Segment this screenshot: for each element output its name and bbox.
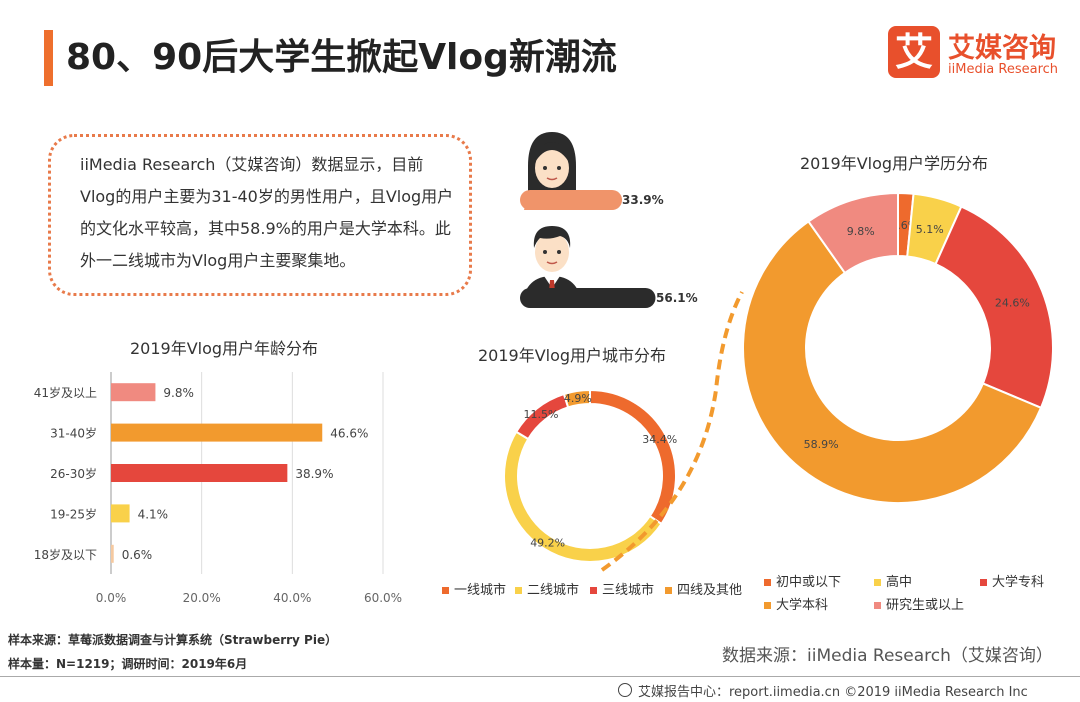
age-value-label: 46.6% [330, 427, 368, 441]
sample-source-note: 样本来源：草莓派数据调查与计算系统（Strawberry Pie） [8, 633, 338, 647]
age-bar [111, 504, 130, 523]
education-legend-item: 高中 [874, 571, 912, 590]
education-legend-item: 研究生或以上 [874, 594, 964, 613]
age-x-tick-label: 0.0% [96, 591, 127, 605]
city-legend-swatch [590, 587, 597, 594]
age-bar [111, 383, 156, 402]
gender-figures: 33.9% 56.1% [520, 132, 698, 308]
age-category-label: 18岁及以下 [34, 547, 97, 562]
city-slice [562, 388, 591, 409]
age-value-label: 0.6% [122, 548, 153, 562]
female-share-bar [520, 190, 623, 210]
education-legend-item: 大学本科 [764, 594, 828, 613]
education-value-label: 9.8% [847, 225, 875, 238]
education-legend-label: 研究生或以上 [886, 598, 965, 613]
education-legend-swatch [980, 579, 987, 586]
age-x-tick-label: 20.0% [183, 591, 221, 605]
education-legend-swatch [874, 602, 881, 609]
age-bar-chart: 0.0% 20.0% 40.0% 60.0% 41岁及以上 9.8% 31-40岁 46.6%… [34, 372, 402, 605]
age-x-tick-label: 60.0% [364, 591, 402, 605]
age-category-label: 19-25岁 [50, 506, 97, 521]
city-donut-chart: 34.4% 49.2% 11.5% 4.9% [503, 388, 677, 563]
education-legend-item: 初中或以下 [764, 571, 841, 590]
education-slice [807, 191, 899, 275]
education-legend-swatch [764, 602, 771, 609]
education-value-label: 5.1% [916, 223, 944, 236]
city-legend-item: 四线及其他 [665, 579, 742, 598]
city-legend-label: 三线城市 [602, 583, 655, 598]
age-category-label: 41岁及以上 [34, 385, 97, 400]
age-bar [111, 464, 288, 482]
intro-text: iiMedia Research（艾媒咨询）数据显示，目前Vlog的用户主要为3… [80, 155, 454, 270]
page-title: 80、90后大学生掀起Vlog新潮流 [66, 37, 617, 78]
logo-name: 艾媒咨询 [948, 33, 1056, 64]
city-slice [503, 430, 663, 563]
title-accent-bar [44, 30, 53, 86]
city-legend-swatch [665, 587, 672, 594]
education-slice [934, 205, 1054, 410]
footer-text: 艾媒报告中心：report.iimedia.cn ©2019 iiMedia R… [638, 685, 1028, 700]
education-legend-label: 大学专科 [992, 575, 1045, 590]
data-source: 数据来源：iiMedia Research（艾媒咨询） [722, 646, 1053, 666]
female-share-label: 33.9% [622, 193, 664, 207]
city-legend-item: 二线城市 [515, 579, 579, 598]
city-value-label: 4.9% [564, 392, 592, 405]
male-share-label: 56.1% [656, 291, 698, 305]
intro-box [48, 134, 472, 296]
education-legend-label: 高中 [886, 575, 913, 590]
city-legend-swatch [515, 587, 522, 594]
education-value-label: 58.9% [804, 438, 839, 451]
age-chart-title: 2019年Vlog用户年龄分布 [130, 339, 319, 358]
city-legend-item: 三线城市 [590, 579, 654, 598]
city-value-label: 11.5% [524, 408, 559, 421]
globe-icon [618, 683, 632, 697]
education-legend-swatch [764, 579, 771, 586]
connector-dashed-line [600, 291, 744, 572]
city-legend-item: 一线城市 [442, 579, 506, 598]
age-bar [111, 423, 323, 442]
city-value-label: 49.2% [530, 537, 565, 550]
age-x-tick-label: 40.0% [273, 591, 311, 605]
city-slice [589, 388, 677, 526]
logo-subtitle: iiMedia Research [948, 62, 1059, 77]
education-legend-swatch [874, 579, 881, 586]
education-slice [742, 220, 1043, 504]
logo-mark: 艾 [888, 26, 940, 78]
age-value-label: 9.8% [163, 386, 194, 400]
age-bar [111, 544, 114, 563]
education-legend-label: 初中或以下 [776, 575, 842, 590]
age-value-label: 4.1% [138, 507, 169, 521]
education-legend-label: 大学本科 [776, 598, 829, 613]
sample-size-note: 样本量：N=1219；调研时间：2019年6月 [8, 657, 248, 671]
city-value-label: 34.4% [642, 433, 677, 446]
city-legend-label: 一线城市 [454, 583, 507, 598]
footer-divider [0, 676, 1080, 677]
male-share-bar [520, 288, 656, 308]
city-legend-label: 四线及其他 [677, 583, 743, 598]
education-chart-title: 2019年Vlog用户学历分布 [800, 154, 989, 173]
age-category-label: 26-30岁 [50, 466, 97, 481]
male-avatar-icon [522, 226, 582, 304]
education-donut-chart: 1.6%5.1%24.6%58.9%9.8% [742, 191, 1054, 504]
city-chart-title: 2019年Vlog用户城市分布 [478, 346, 667, 365]
age-category-label: 31-40岁 [50, 426, 97, 441]
city-legend-label: 二线城市 [527, 583, 580, 598]
education-value-label: 24.6% [995, 297, 1030, 310]
education-legend-item: 大学专科 [980, 571, 1044, 590]
city-legend-swatch [442, 587, 449, 594]
age-value-label: 38.9% [295, 467, 333, 481]
